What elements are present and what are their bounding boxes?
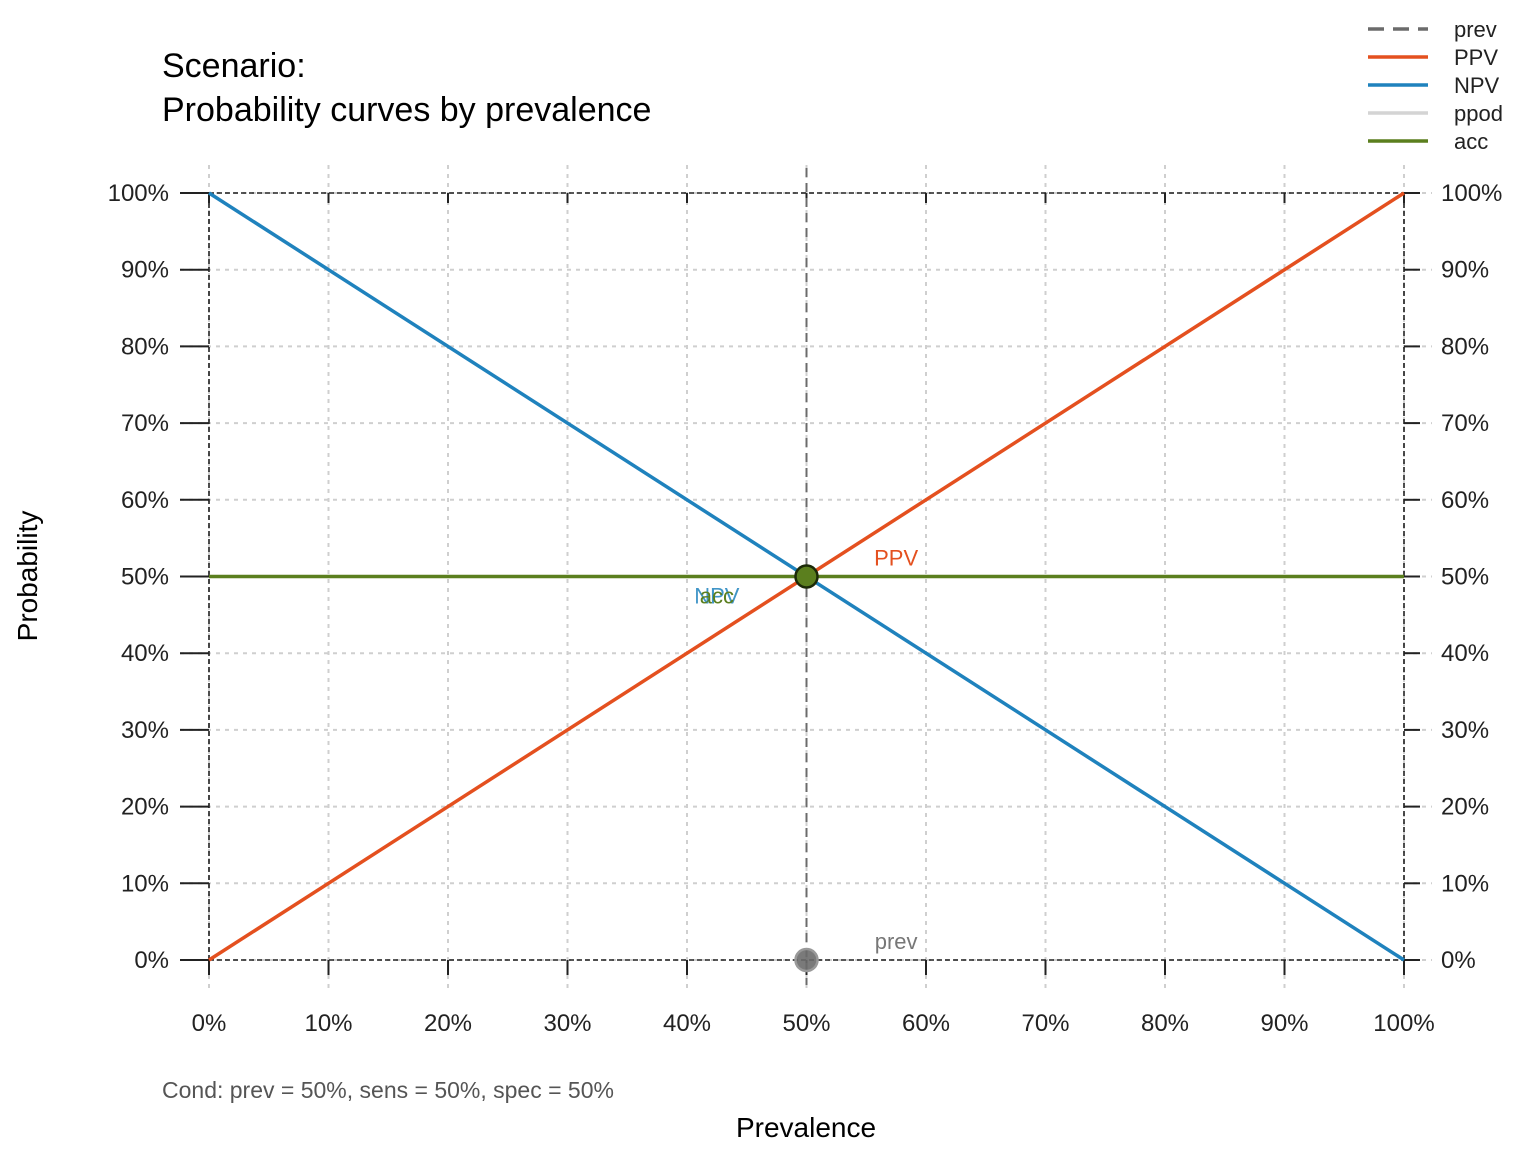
y-tick-label-right: 80% bbox=[1441, 333, 1489, 360]
y-tick-label-right: 30% bbox=[1441, 717, 1489, 744]
y-tick-label-left: 80% bbox=[121, 333, 169, 360]
legend-label-prev: prev bbox=[1454, 17, 1497, 42]
y-tick-label-left: 70% bbox=[121, 410, 169, 437]
x-tick-label: 50% bbox=[782, 1010, 830, 1037]
annotation-ppv: PPV bbox=[874, 545, 918, 570]
x-tick-label: 80% bbox=[1141, 1010, 1189, 1037]
y-tick-label-left: 20% bbox=[121, 794, 169, 821]
legend-label-acc: acc bbox=[1454, 129, 1488, 154]
x-tick-label: 10% bbox=[304, 1010, 352, 1037]
legend: prev PPV NPV ppod acc bbox=[1368, 17, 1503, 154]
annotation-npv: NPV bbox=[694, 584, 740, 609]
y-axis-label: Probability bbox=[12, 511, 43, 642]
x-tick-label: 60% bbox=[902, 1010, 950, 1037]
axes: 0% 10% 20% 30% 40% 50% 60% 70% 80% 90% 100% 0% 0% 10%… bbox=[108, 180, 1503, 1037]
y-tick-label-right: 40% bbox=[1441, 640, 1489, 667]
y-tick-label-left: 0% bbox=[134, 947, 169, 974]
y-tick-label-right: 60% bbox=[1441, 487, 1489, 514]
legend-label-ppv: PPV bbox=[1454, 45, 1498, 70]
y-tick-label-left: 90% bbox=[121, 257, 169, 284]
chart-subtitle: Probability curves by prevalence bbox=[162, 91, 651, 129]
y-tick-label-right: 100% bbox=[1441, 180, 1502, 207]
condition-note: Cond: prev = 50%, sens = 50%, spec = 50% bbox=[162, 1077, 614, 1103]
x-axis-label: Prevalence bbox=[736, 1112, 876, 1143]
chart-title: Scenario: bbox=[162, 47, 306, 85]
x-tick-label: 90% bbox=[1260, 1010, 1308, 1037]
x-tick-label: 20% bbox=[424, 1010, 472, 1037]
y-tick-label-left: 100% bbox=[108, 180, 169, 207]
y-tick-label-right: 50% bbox=[1441, 564, 1489, 591]
y-tick-label-left: 50% bbox=[121, 564, 169, 591]
plot-frame bbox=[208, 192, 1405, 961]
y-tick-label-left: 30% bbox=[121, 717, 169, 744]
y-tick-label-left: 40% bbox=[121, 640, 169, 667]
y-tick-label-left: 60% bbox=[121, 487, 169, 514]
legend-label-ppod: ppod bbox=[1454, 101, 1503, 126]
x-tick-label: 100% bbox=[1373, 1010, 1434, 1037]
data-points bbox=[794, 564, 819, 973]
y-tick-label-right: 10% bbox=[1441, 870, 1489, 897]
legend-label-npv: NPV bbox=[1454, 73, 1500, 98]
y-tick-label-right: 70% bbox=[1441, 410, 1489, 437]
x-tick-label: 0% bbox=[192, 1010, 227, 1037]
y-tick-label-left: 10% bbox=[121, 870, 169, 897]
point-prev bbox=[794, 947, 819, 973]
x-tick-label: 70% bbox=[1021, 1010, 1069, 1037]
x-tick-label: 40% bbox=[663, 1010, 711, 1037]
y-tick-label-right: 0% bbox=[1441, 947, 1476, 974]
y-tick-label-right: 90% bbox=[1441, 257, 1489, 284]
point-acc bbox=[794, 564, 819, 589]
annotation-prev: prev bbox=[875, 929, 918, 954]
x-tick-label: 30% bbox=[543, 1010, 591, 1037]
annotation-acc: acc bbox=[700, 584, 734, 609]
y-tick-label-right: 20% bbox=[1441, 794, 1489, 821]
